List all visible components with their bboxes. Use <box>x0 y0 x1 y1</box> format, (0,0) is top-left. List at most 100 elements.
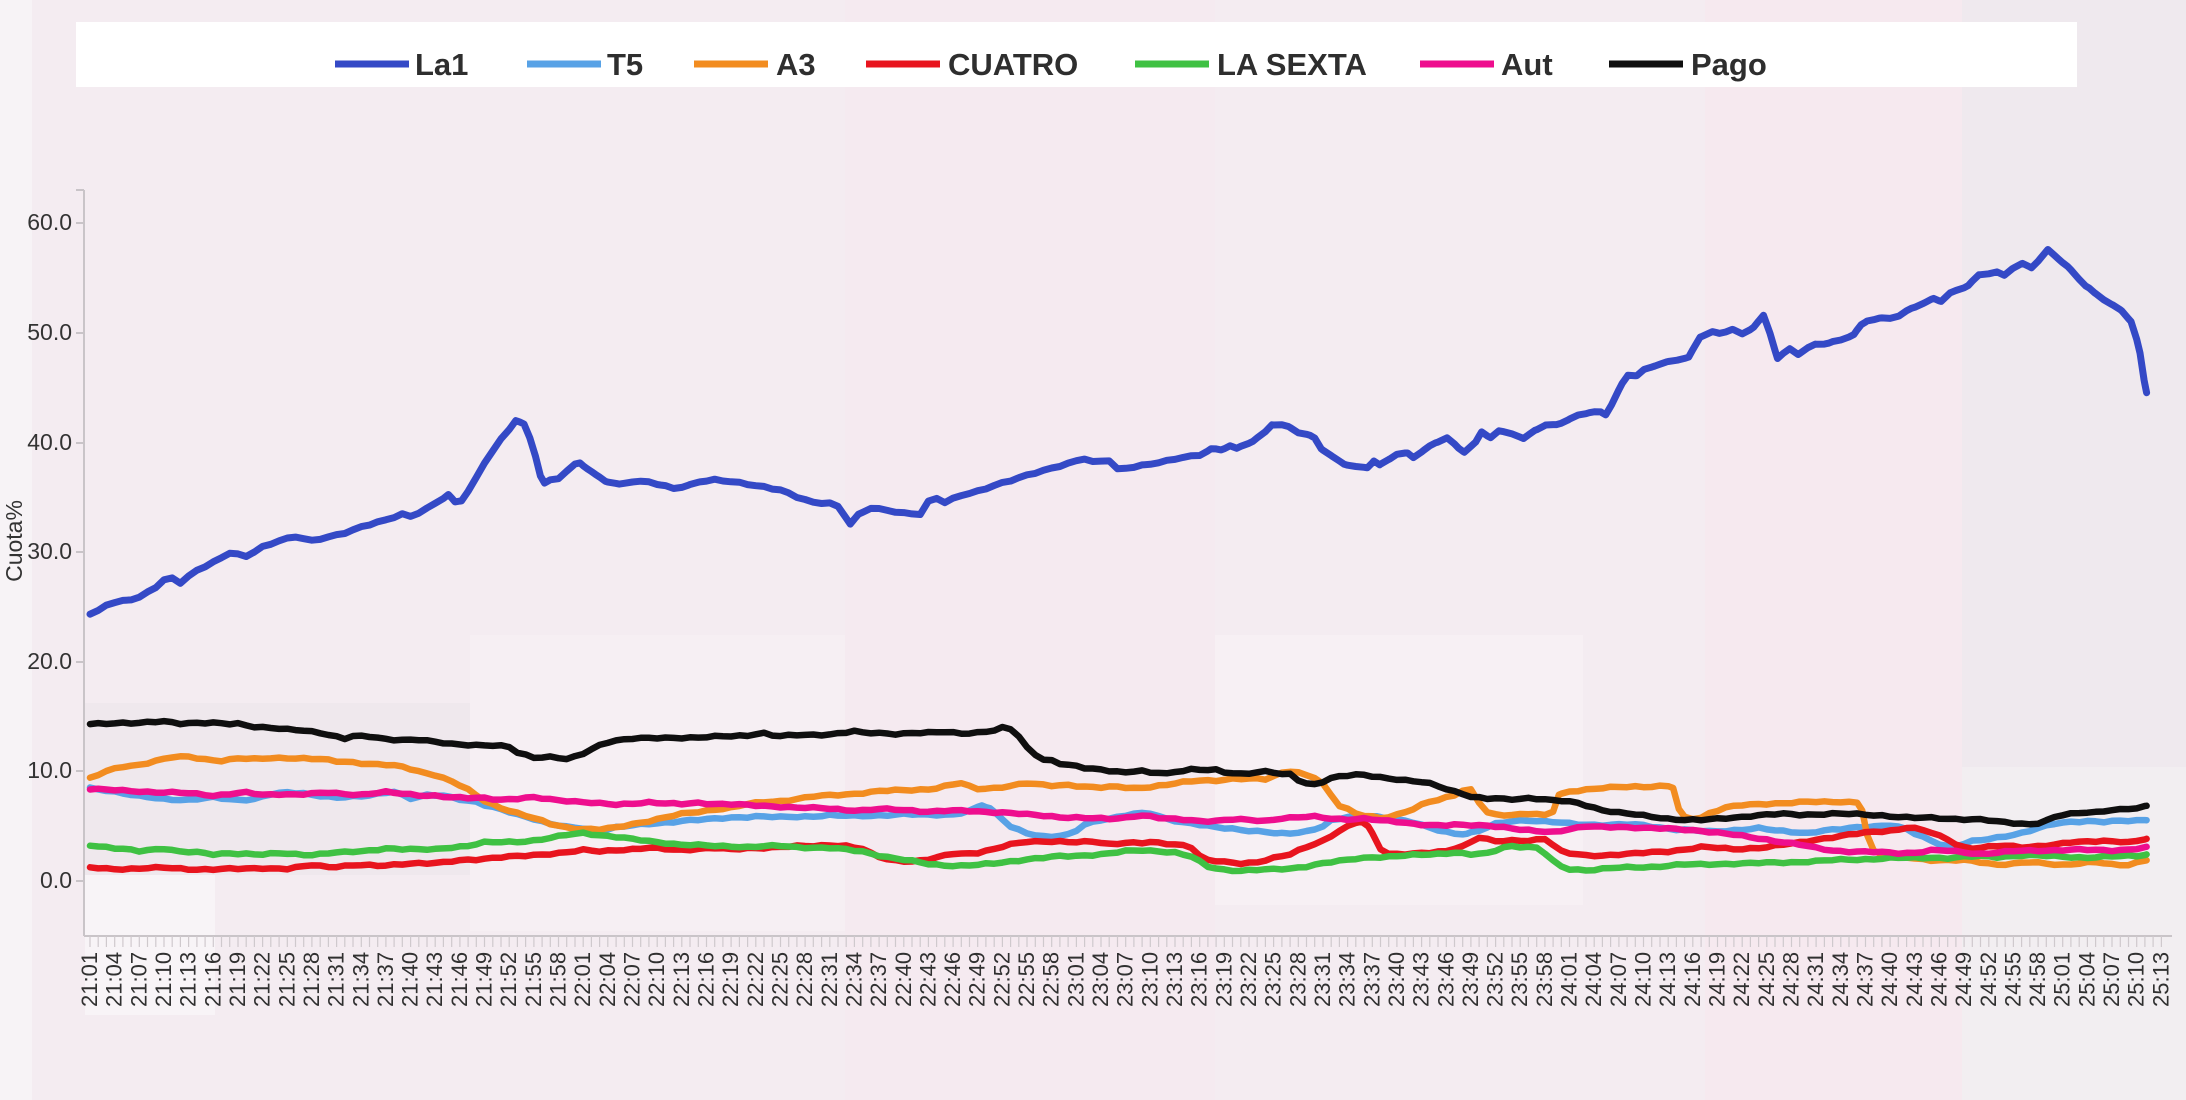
svg-text:23:43: 23:43 <box>1409 952 1434 1007</box>
svg-text:24:55: 24:55 <box>2000 952 2025 1007</box>
svg-text:40.0: 40.0 <box>27 429 72 455</box>
svg-text:21:55: 21:55 <box>521 952 546 1007</box>
svg-text:24:10: 24:10 <box>1631 952 1656 1007</box>
svg-text:21:22: 21:22 <box>250 952 275 1007</box>
svg-text:21:07: 21:07 <box>126 952 151 1007</box>
svg-text:22:40: 22:40 <box>891 952 916 1007</box>
svg-text:21:19: 21:19 <box>225 952 250 1007</box>
svg-text:24:07: 24:07 <box>1606 952 1631 1007</box>
svg-text:22:04: 22:04 <box>595 952 620 1007</box>
svg-text:22:49: 22:49 <box>965 952 990 1007</box>
svg-text:21:10: 21:10 <box>151 952 176 1007</box>
svg-text:24:40: 24:40 <box>1877 952 1902 1007</box>
svg-text:21:49: 21:49 <box>472 952 497 1007</box>
svg-text:22:01: 22:01 <box>570 952 595 1007</box>
svg-text:22:22: 22:22 <box>743 952 768 1007</box>
svg-text:22:07: 22:07 <box>620 952 645 1007</box>
svg-text:24:16: 24:16 <box>1680 952 1705 1007</box>
svg-text:23:16: 23:16 <box>1187 952 1212 1007</box>
svg-text:22:16: 22:16 <box>694 952 719 1007</box>
svg-text:24:25: 24:25 <box>1754 952 1779 1007</box>
svg-text:23:07: 23:07 <box>1113 952 1138 1007</box>
svg-text:23:22: 23:22 <box>1236 952 1261 1007</box>
svg-text:23:13: 23:13 <box>1162 952 1187 1007</box>
svg-text:22:13: 22:13 <box>669 952 694 1007</box>
svg-text:25:01: 25:01 <box>2050 952 2075 1007</box>
svg-text:24:43: 24:43 <box>1902 952 1927 1007</box>
svg-text:24:13: 24:13 <box>1655 952 1680 1007</box>
svg-text:22:52: 22:52 <box>989 952 1014 1007</box>
svg-text:23:49: 23:49 <box>1458 952 1483 1007</box>
svg-text:22:37: 22:37 <box>866 952 891 1007</box>
svg-text:Cuota%: Cuota% <box>1 500 27 582</box>
svg-text:23:01: 23:01 <box>1063 952 1088 1007</box>
svg-text:23:46: 23:46 <box>1433 952 1458 1007</box>
svg-text:21:52: 21:52 <box>496 952 521 1007</box>
svg-text:22:43: 22:43 <box>915 952 940 1007</box>
svg-text:21:28: 21:28 <box>299 952 324 1007</box>
svg-text:22:46: 22:46 <box>940 952 965 1007</box>
svg-text:24:58: 24:58 <box>2025 952 2050 1007</box>
svg-text:25:07: 25:07 <box>2099 952 2124 1007</box>
svg-text:Pago: Pago <box>1691 47 1767 82</box>
svg-text:20.0: 20.0 <box>27 648 72 674</box>
svg-text:La1: La1 <box>415 47 468 82</box>
svg-text:21:46: 21:46 <box>447 952 472 1007</box>
svg-text:25:10: 25:10 <box>2124 952 2149 1007</box>
svg-text:25:13: 25:13 <box>2148 952 2173 1007</box>
svg-text:21:58: 21:58 <box>546 952 571 1007</box>
svg-text:23:04: 23:04 <box>1088 952 1113 1007</box>
svg-text:24:46: 24:46 <box>1926 952 1951 1007</box>
svg-text:24:01: 24:01 <box>1557 952 1582 1007</box>
svg-text:CUATRO: CUATRO <box>948 47 1078 82</box>
svg-text:23:55: 23:55 <box>1507 952 1532 1007</box>
svg-text:50.0: 50.0 <box>27 319 72 345</box>
svg-text:T5: T5 <box>607 47 643 82</box>
svg-text:23:25: 23:25 <box>1261 952 1286 1007</box>
svg-text:25:04: 25:04 <box>2074 952 2099 1007</box>
svg-text:23:10: 23:10 <box>1137 952 1162 1007</box>
svg-text:21:13: 21:13 <box>176 952 201 1007</box>
svg-text:21:01: 21:01 <box>77 952 102 1007</box>
svg-text:23:28: 23:28 <box>1285 952 1310 1007</box>
svg-text:Aut: Aut <box>1501 47 1553 82</box>
svg-text:23:37: 23:37 <box>1359 952 1384 1007</box>
svg-text:24:31: 24:31 <box>1803 952 1828 1007</box>
svg-text:24:34: 24:34 <box>1828 952 1853 1007</box>
svg-text:21:31: 21:31 <box>324 952 349 1007</box>
svg-text:22:34: 22:34 <box>841 952 866 1007</box>
svg-text:22:19: 22:19 <box>718 952 743 1007</box>
svg-text:23:40: 23:40 <box>1384 952 1409 1007</box>
svg-text:21:16: 21:16 <box>200 952 225 1007</box>
svg-text:21:43: 21:43 <box>422 952 447 1007</box>
svg-text:23:19: 23:19 <box>1211 952 1236 1007</box>
svg-text:24:04: 24:04 <box>1581 952 1606 1007</box>
svg-text:24:22: 24:22 <box>1729 952 1754 1007</box>
svg-text:22:55: 22:55 <box>1014 952 1039 1007</box>
svg-text:23:31: 23:31 <box>1310 952 1335 1007</box>
svg-text:10.0: 10.0 <box>27 757 72 783</box>
svg-text:23:52: 23:52 <box>1483 952 1508 1007</box>
svg-text:23:34: 23:34 <box>1335 952 1360 1007</box>
svg-text:21:40: 21:40 <box>398 952 423 1007</box>
svg-text:21:37: 21:37 <box>373 952 398 1007</box>
svg-text:24:52: 24:52 <box>1976 952 2001 1007</box>
svg-text:21:04: 21:04 <box>102 952 127 1007</box>
svg-text:22:25: 22:25 <box>768 952 793 1007</box>
svg-text:21:34: 21:34 <box>348 952 373 1007</box>
svg-text:24:19: 24:19 <box>1705 952 1730 1007</box>
svg-text:24:49: 24:49 <box>1951 952 1976 1007</box>
svg-text:0.0: 0.0 <box>40 867 72 893</box>
svg-text:LA SEXTA: LA SEXTA <box>1217 47 1367 82</box>
svg-text:30.0: 30.0 <box>27 538 72 564</box>
svg-text:23:58: 23:58 <box>1532 952 1557 1007</box>
svg-text:A3: A3 <box>776 47 816 82</box>
svg-text:22:31: 22:31 <box>817 952 842 1007</box>
svg-text:24:28: 24:28 <box>1779 952 1804 1007</box>
svg-text:22:10: 22:10 <box>644 952 669 1007</box>
svg-text:22:58: 22:58 <box>1039 952 1064 1007</box>
svg-text:24:37: 24:37 <box>1853 952 1878 1007</box>
svg-text:22:28: 22:28 <box>792 952 817 1007</box>
svg-text:21:25: 21:25 <box>274 952 299 1007</box>
svg-text:60.0: 60.0 <box>27 209 72 235</box>
